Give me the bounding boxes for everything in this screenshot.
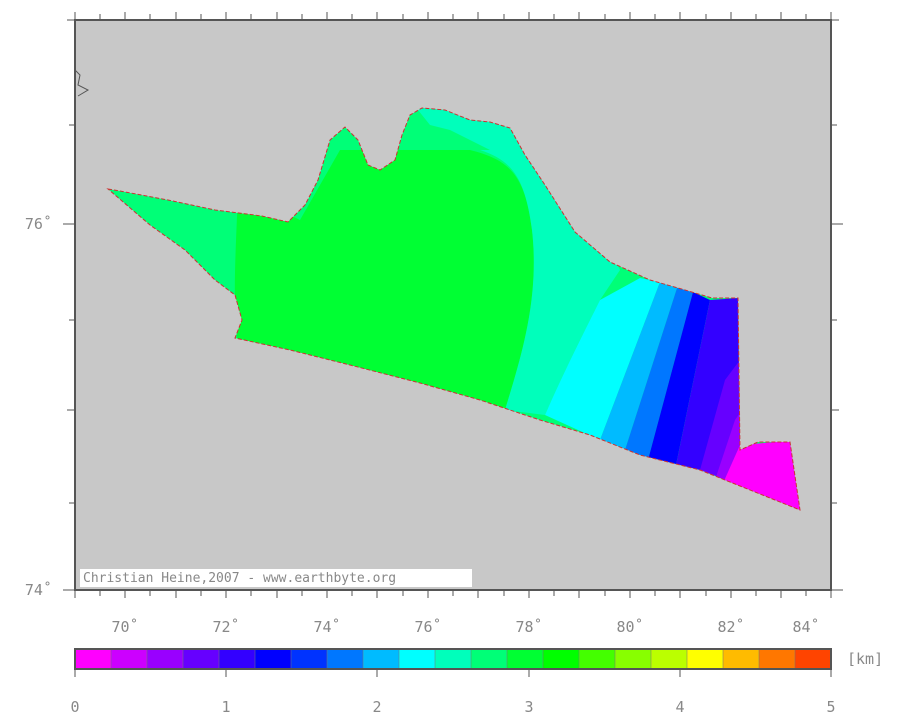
colorbar-swatch [758, 648, 796, 670]
colorbar-swatch [650, 648, 688, 670]
lon-label-72: 72˚ [212, 618, 239, 636]
colorbar-swatch [614, 648, 652, 670]
colorbar-swatch [542, 648, 580, 670]
colorbar-swatch [146, 648, 184, 670]
colorbar-swatch [326, 648, 364, 670]
lon-label-76: 76˚ [414, 618, 441, 636]
colorbar-swatch [722, 648, 760, 670]
credit-text: Christian Heine,2007 - www.earthbyte.org [83, 571, 396, 586]
lon-label-74: 74˚ [313, 618, 340, 636]
lon-label-82: 82˚ [717, 618, 744, 636]
colorbar-swatch [362, 648, 400, 670]
lat-label-74: 74˚ [25, 581, 52, 599]
colorbar-swatch [686, 648, 724, 670]
colorbar-label-4: 4 [675, 698, 684, 716]
colorbar-swatch [794, 648, 832, 670]
colorbar-label-1: 1 [221, 698, 230, 716]
lon-label-80: 80˚ [616, 618, 643, 636]
lon-ticks [74, 12, 832, 598]
colorbar-frame [74, 648, 832, 670]
colorbar-swatch [290, 648, 328, 670]
coastline [106, 107, 801, 511]
colorbar-label-0: 0 [70, 698, 79, 716]
colorbar-swatch [434, 648, 472, 670]
colorbar-swatch [254, 648, 292, 670]
colorbar-unit: [km] [847, 650, 883, 668]
lat-label-76: 76˚ [25, 215, 52, 233]
colorbar-swatches [74, 648, 832, 670]
colorbar-swatch [218, 648, 256, 670]
colorbar-label-5: 5 [826, 698, 835, 716]
colorbar-swatch [74, 648, 112, 670]
colorbar-label-3: 3 [524, 698, 533, 716]
lon-label-84: 84˚ [792, 618, 819, 636]
colorbar: [km] 0 1 2 3 4 5 [70, 648, 883, 716]
colorbar-swatch [470, 648, 508, 670]
lon-label-78: 78˚ [515, 618, 542, 636]
colorbar-swatch [182, 648, 220, 670]
colorbar-swatch [398, 648, 436, 670]
lat-ticks [63, 19, 843, 591]
credit-box [80, 569, 472, 587]
coastline-fragment [74, 69, 90, 97]
colorbar-swatch [506, 648, 544, 670]
colorbar-swatch [578, 648, 616, 670]
lon-label-70: 70˚ [111, 618, 138, 636]
colorbar-swatch [110, 648, 148, 670]
colorbar-label-2: 2 [372, 698, 381, 716]
